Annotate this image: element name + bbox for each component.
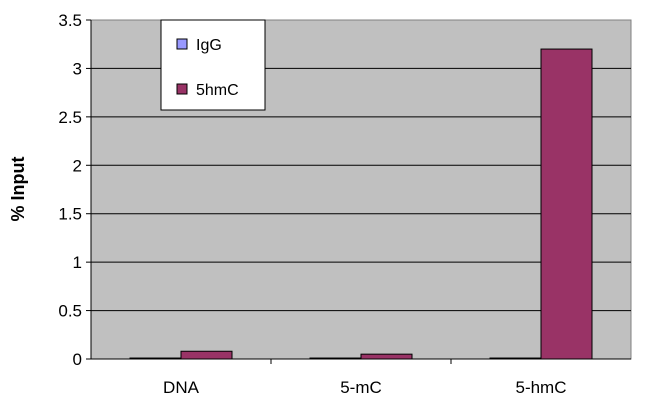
y-tick-label: 3.5 <box>58 11 82 30</box>
legend-label-igg: IgG <box>196 37 222 54</box>
bar-5hmc-5-hmc <box>540 48 593 360</box>
y-tick-label: 0 <box>73 350 82 369</box>
y-tick-label: 1 <box>73 253 82 272</box>
x-tick-label: 5-mC <box>340 378 382 397</box>
bar-5hmc-5-mc <box>360 353 413 360</box>
legend-swatch-5hmc <box>176 83 188 95</box>
legend-swatch-igg <box>176 38 188 50</box>
legend: IgG 5hmC <box>160 19 266 111</box>
y-tick-label: 0.5 <box>58 302 82 321</box>
y-tick-label: 3 <box>73 59 82 78</box>
y-tick-label: 2 <box>73 156 82 175</box>
x-tick-label: DNA <box>163 378 200 397</box>
legend-label-5hmc: 5hmC <box>196 82 239 99</box>
y-axis-title: % Input <box>8 157 28 222</box>
y-tick-label: 1.5 <box>58 205 82 224</box>
x-tick-label: 5-hmC <box>515 378 566 397</box>
y-tick-label: 2.5 <box>58 108 82 127</box>
bar-5hmc-dna <box>180 350 233 360</box>
y-axis-ticks: 0 0.5 1 1.5 2 2.5 3 3.5 <box>58 11 91 369</box>
x-axis-ticks: DNA 5-mC 5-hmC <box>163 359 567 397</box>
legend-box <box>160 19 266 111</box>
